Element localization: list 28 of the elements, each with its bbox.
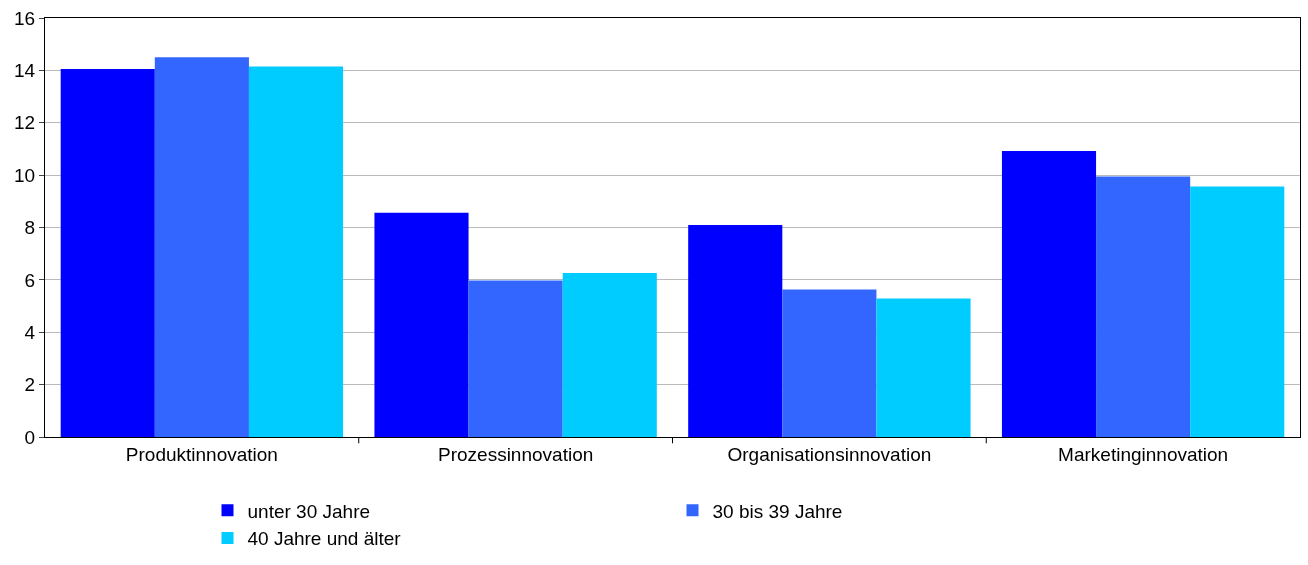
y-tick-label: 10 bbox=[14, 164, 36, 186]
bar bbox=[1190, 186, 1285, 437]
legend-label: 30 bis 39 Jahre bbox=[712, 500, 843, 522]
y-tick-label: 14 bbox=[14, 60, 36, 82]
y-tick-label: 12 bbox=[14, 112, 36, 134]
legend-label: unter 30 Jahre bbox=[247, 500, 371, 522]
y-tick-label: 0 bbox=[24, 426, 36, 448]
y-tick-label: 2 bbox=[24, 374, 36, 396]
bar bbox=[562, 273, 657, 437]
x-tick-label: Produktinnovation bbox=[125, 443, 278, 465]
x-tick-label: Marketinginnovation bbox=[1058, 443, 1229, 465]
x-tick-label: Organisationsinnovation bbox=[727, 443, 932, 465]
y-tick-label: 6 bbox=[24, 269, 36, 291]
bar bbox=[374, 212, 469, 437]
bar bbox=[154, 57, 249, 437]
y-tick-label: 8 bbox=[24, 217, 36, 239]
bar bbox=[876, 298, 971, 437]
y-tick-label: 4 bbox=[24, 321, 36, 343]
x-tick-label: Prozessinnovation bbox=[438, 443, 594, 465]
bar bbox=[1001, 151, 1097, 437]
bar bbox=[468, 280, 563, 437]
y-tick-label: 16 bbox=[14, 7, 36, 29]
bar bbox=[60, 69, 155, 437]
legend-label: 40 Jahre und älter bbox=[247, 528, 402, 550]
bar bbox=[782, 289, 877, 437]
bar bbox=[1096, 176, 1191, 437]
bar bbox=[248, 66, 344, 437]
bar bbox=[688, 224, 783, 437]
